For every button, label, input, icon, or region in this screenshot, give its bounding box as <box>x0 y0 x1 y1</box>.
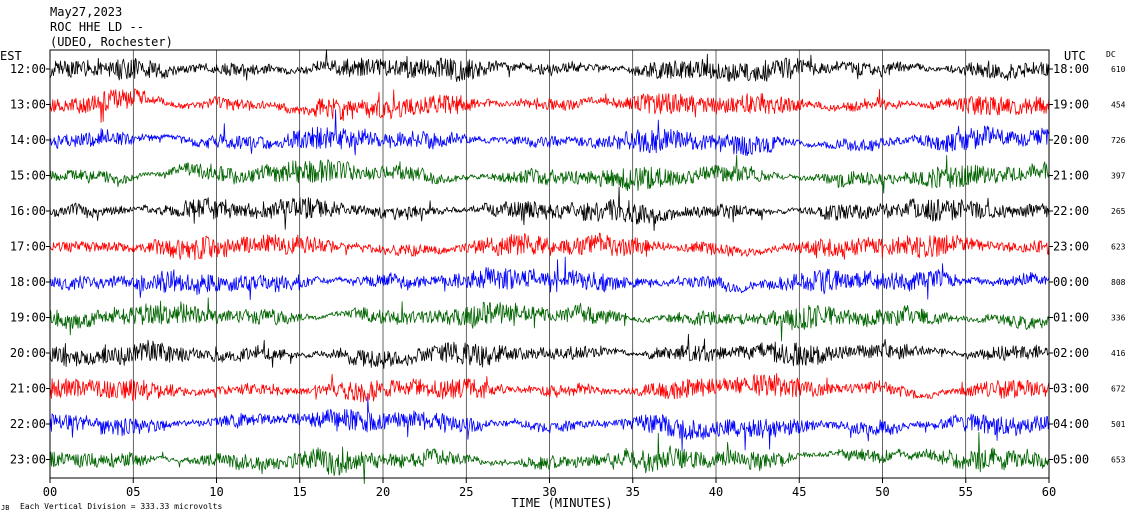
x-tick-label: 00 <box>43 485 57 499</box>
x-tick-label: 35 <box>626 485 640 499</box>
trace-group <box>49 49 1050 484</box>
dc-value: 726 <box>1111 136 1126 145</box>
header-date: May27,2023 <box>50 5 122 19</box>
utc-axis-label: UTC <box>1064 49 1086 63</box>
x-tick-labels: 00 05 10 15 20 25 30 35 40 45 50 55 60 <box>43 485 1056 499</box>
trace-line <box>49 186 1050 231</box>
utc-tick-label: 23:00 <box>1053 240 1089 254</box>
footer-mark: JB <box>1 504 9 512</box>
utc-tick-label: 19:00 <box>1053 98 1089 112</box>
utc-tick-label: 22:00 <box>1053 204 1089 218</box>
time-grid <box>46 50 1053 483</box>
utc-tick-label: 21:00 <box>1053 169 1089 183</box>
x-axis-title: TIME (MINUTES) <box>511 496 612 510</box>
dc-value: 454 <box>1111 101 1126 110</box>
x-tick-label: 45 <box>792 485 806 499</box>
dc-value: 672 <box>1111 385 1126 394</box>
dc-value: 336 <box>1111 314 1126 323</box>
est-tick-label: 12:00 <box>10 62 46 76</box>
est-tick-label: 21:00 <box>10 382 46 396</box>
x-tick-label: 15 <box>293 485 307 499</box>
trace-line <box>49 256 1050 301</box>
trace-line <box>49 49 1050 82</box>
trace-line <box>49 373 1050 403</box>
est-tick-label: 17:00 <box>10 240 46 254</box>
est-tick-label: 16:00 <box>10 204 46 218</box>
utc-tick-label: 18:00 <box>1053 62 1089 76</box>
trace-line <box>49 232 1050 261</box>
x-tick-label: 60 <box>1042 485 1056 499</box>
dc-value: 501 <box>1111 420 1126 429</box>
trace-line <box>49 396 1050 451</box>
trace-line <box>49 88 1050 123</box>
utc-tick-label: 03:00 <box>1053 382 1089 396</box>
x-tick-label: 50 <box>875 485 889 499</box>
utc-tick-labels: 18:00 19:00 20:00 21:00 22:00 23:00 00:00 01:00… <box>1053 62 1089 467</box>
est-tick-label: 15:00 <box>10 169 46 183</box>
trace-line <box>49 297 1050 342</box>
est-tick-label: 22:00 <box>10 417 46 431</box>
x-tick-label: 40 <box>709 485 723 499</box>
est-tick-label: 20:00 <box>10 346 46 360</box>
dc-value: 623 <box>1111 243 1126 252</box>
x-tick-label: 30 <box>542 485 556 499</box>
utc-tick-label: 00:00 <box>1053 275 1089 289</box>
x-tick-label: 55 <box>959 485 973 499</box>
utc-tick-label: 01:00 <box>1053 311 1089 325</box>
dc-value: 808 <box>1111 278 1126 287</box>
utc-tick-label: 05:00 <box>1053 453 1089 467</box>
dc-value: 397 <box>1111 172 1126 181</box>
header-location: (UDEO, Rochester) <box>50 35 173 49</box>
dc-column-label: DC <box>1106 50 1116 59</box>
utc-tick-label: 02:00 <box>1053 346 1089 360</box>
dc-value: 416 <box>1111 349 1126 358</box>
plot-frame <box>49 49 1050 479</box>
utc-tick-label: 04:00 <box>1053 417 1089 431</box>
est-tick-label: 14:00 <box>10 133 46 147</box>
utc-tick-label: 20:00 <box>1053 133 1089 147</box>
est-tick-label: 13:00 <box>10 98 46 112</box>
dc-values: 610 454 726 397 265 623 808 336 416 672 501 653 <box>1111 65 1126 465</box>
trace-line <box>49 333 1050 369</box>
est-tick-labels: 12:00 13:00 14:00 15:00 16:00 17:00 18:00 19:00… <box>10 62 46 467</box>
est-tick-label: 19:00 <box>10 311 46 325</box>
dc-value: 653 <box>1111 456 1126 465</box>
dc-value: 610 <box>1111 65 1126 74</box>
footer-scale-note: Each Vertical Division = 333.33 microvol… <box>20 502 222 511</box>
est-tick-label: 18:00 <box>10 275 46 289</box>
est-tick-label: 23:00 <box>10 453 46 467</box>
dc-value: 265 <box>1111 207 1126 216</box>
x-tick-label: 20 <box>376 485 390 499</box>
x-tick-label: 25 <box>459 485 473 499</box>
x-tick-label: 05 <box>126 485 140 499</box>
est-axis-label: EST <box>0 49 22 63</box>
trace-line <box>49 109 1050 157</box>
trace-line <box>49 432 1050 484</box>
trace-line <box>49 154 1050 194</box>
header-station: ROC HHE LD -- <box>50 20 144 34</box>
x-tick-label: 10 <box>209 485 223 499</box>
